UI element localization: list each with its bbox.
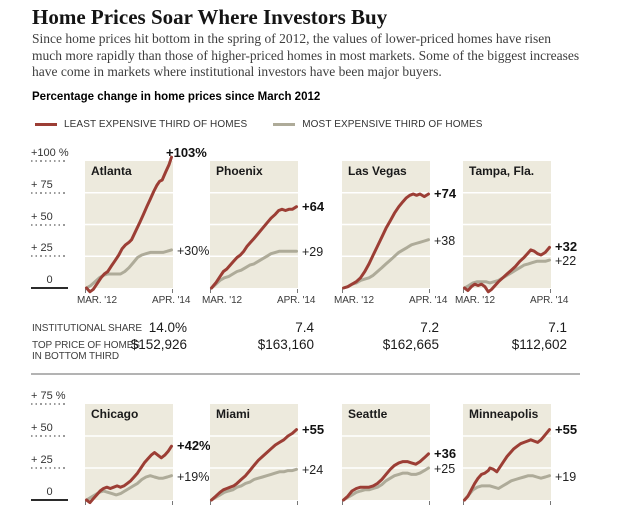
legend-item-least-expensive: LEAST EXPENSIVE THIRD OF HOMES — [35, 119, 247, 130]
most-expensive-line — [210, 467, 298, 502]
least-expensive-line — [210, 205, 298, 290]
y-axis-tick-label: + 75 % — [31, 390, 66, 402]
y-axis-tick-label: 0 — [46, 486, 53, 498]
least-expensive-line — [85, 444, 173, 505]
chart-panel-seattle — [342, 404, 430, 505]
legend-item-most-expensive: MOST EXPENSIVE THIRD OF HOMES — [273, 119, 482, 130]
y-axis-tick-label: + 75 — [31, 178, 53, 191]
x-axis-label-start: MAR. '12 — [77, 295, 118, 306]
most-expensive-line — [463, 474, 551, 502]
chart-title-miami: Miami — [216, 407, 251, 421]
value-label-most: +19% — [177, 469, 210, 484]
value-label-least: +103% — [166, 145, 207, 160]
least-expensive-line — [342, 192, 430, 290]
value-label-most: +29 — [302, 245, 324, 260]
x-axis-label-start: MAR. '12 — [455, 295, 496, 306]
legend-label-most: MOST EXPENSIVE THIRD OF HOMES — [302, 119, 483, 130]
plot-background — [210, 404, 298, 500]
x-axis-label-end: APR. '14 — [530, 295, 569, 306]
page-title: Home Prices Soar Where Investors Buy — [32, 5, 388, 29]
chart-title-phoenix: Phoenix — [216, 164, 263, 178]
value-label-most: +38 — [434, 233, 456, 248]
least-expensive-line — [85, 155, 173, 294]
y-axis-tick-label: + 25 — [31, 454, 53, 466]
table-row-label-top-price-line1: TOP PRICE OF HOMES — [32, 340, 140, 351]
y-axis-tick-label: + 50 — [31, 422, 53, 434]
legend: LEAST EXPENSIVE THIRD OF HOMES MOST EXPE… — [35, 119, 509, 130]
legend-label-least: LEAST EXPENSIVE THIRD OF HOMES — [64, 119, 248, 130]
value-label-most: +30% — [177, 243, 210, 258]
y-axis-dotted-leader — [31, 223, 68, 226]
value-label-most: +25 — [434, 462, 456, 476]
plot-background — [342, 404, 430, 500]
chart-panel-las-vegas — [342, 161, 430, 293]
table-value: 7.1 — [548, 320, 567, 335]
chart-panel-minneapolis — [463, 404, 551, 505]
table-value: $162,665 — [382, 337, 439, 352]
value-label-most: +19 — [555, 469, 577, 484]
chart-panel-atlanta — [85, 155, 173, 294]
table-value: 7.2 — [420, 320, 439, 335]
value-label-least: +36 — [434, 445, 457, 461]
least-expensive-line-swatch — [35, 123, 57, 126]
y-axis-dotted-leader — [31, 191, 68, 194]
y-axis-dotted-leader — [31, 467, 68, 469]
y-axis-tick-label: + 25 — [31, 242, 53, 255]
x-axis-label-start: MAR. '12 — [202, 295, 243, 306]
x-axis-label-end: APR. '14 — [409, 295, 448, 306]
chart-title-chicago: Chicago — [91, 407, 139, 421]
value-label-least: +42% — [177, 438, 211, 454]
chart-panel-tampa-fla — [463, 161, 551, 294]
chart-kicker: Percentage change in home prices since M… — [32, 91, 321, 103]
chart-title-las-vegas: Las Vegas — [348, 164, 407, 178]
value-label-least: +55 — [555, 421, 578, 437]
y-axis-dotted-leader — [31, 435, 68, 437]
table-value: 14.0% — [148, 320, 187, 335]
least-expensive-line — [210, 428, 298, 502]
table-value: $163,160 — [257, 337, 314, 352]
table-value: $152,926 — [130, 337, 187, 352]
table-row-label-top-price-line2: IN BOTTOM THIRD — [32, 351, 120, 362]
x-axis-label-end: APR. '14 — [152, 295, 191, 306]
most-expensive-line-swatch — [273, 123, 296, 126]
most-expensive-line — [342, 466, 430, 502]
chart-panel-phoenix — [210, 161, 298, 293]
x-axis-label-end: APR. '14 — [277, 295, 316, 306]
most-expensive-line — [210, 249, 298, 290]
chart-panel-miami — [210, 404, 298, 505]
y-axis-tick-label: +100 % — [31, 147, 69, 159]
least-expensive-line — [342, 452, 430, 502]
y-axis-tick-label: 0 — [46, 274, 53, 286]
y-axis-dotted-leader — [31, 403, 68, 405]
table-value: 7.4 — [295, 320, 314, 335]
value-label-least: +55 — [302, 421, 325, 437]
section-divider — [31, 373, 580, 375]
least-expensive-line — [463, 428, 551, 502]
value-label-least: +74 — [434, 186, 457, 202]
value-label-least: +64 — [302, 198, 325, 214]
table-row-label-institutional-share: INSTITUTIONAL SHARE — [32, 323, 142, 334]
table-value: $112,602 — [511, 337, 567, 352]
plot-background — [85, 404, 173, 500]
value-label-least: +32 — [555, 239, 578, 255]
x-axis-label-start: MAR. '12 — [334, 295, 375, 306]
chart-title-minneapolis: Minneapolis — [469, 407, 539, 421]
subtitle: Since home prices hit bottom in the spri… — [32, 31, 580, 79]
y-axis-dotted-leader — [31, 255, 68, 258]
y-axis-tick-label: + 50 — [31, 210, 53, 223]
value-label-most: +24 — [302, 463, 324, 478]
chart-panel-chicago — [85, 404, 173, 505]
chart-title-seattle: Seattle — [348, 407, 388, 421]
y-axis-zero-line — [31, 499, 68, 501]
value-label-most: +22 — [555, 254, 577, 269]
y-axis-dotted-leader — [31, 160, 68, 162]
chart-title-tampa-fla: Tampa, Fla. — [469, 164, 535, 178]
chart-title-atlanta: Atlanta — [91, 164, 132, 178]
y-axis-zero-line — [31, 287, 68, 289]
least-expensive-line — [463, 245, 551, 294]
